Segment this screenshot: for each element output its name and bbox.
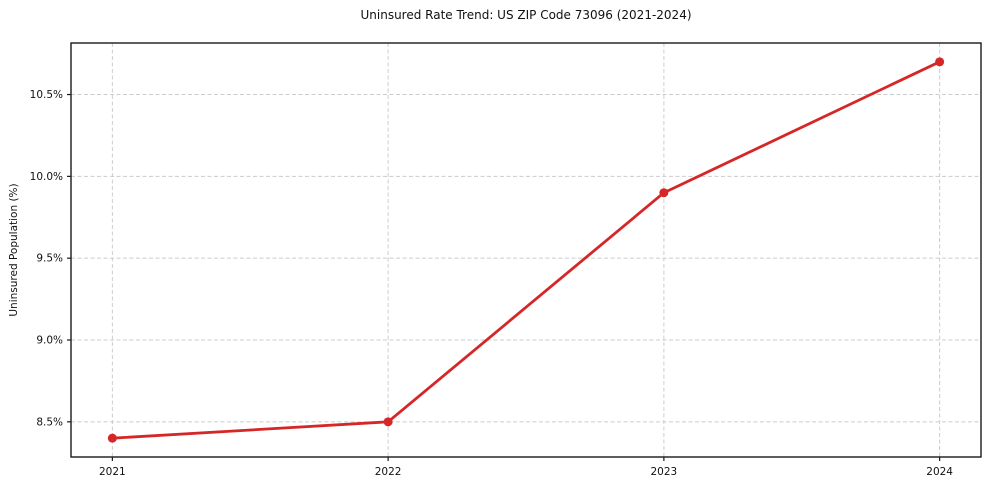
- x-tick-label: 2024: [926, 466, 953, 478]
- y-tick-label: 10.5%: [30, 89, 63, 101]
- x-tick-label: 2022: [375, 466, 402, 478]
- data-point-marker: [659, 188, 669, 198]
- data-point-marker: [383, 417, 393, 427]
- y-axis-title: Uninsured Population (%): [8, 183, 20, 317]
- trend-line: [110, 60, 942, 440]
- plot-border: [70, 42, 982, 458]
- y-tick-label: 8.5%: [36, 416, 63, 428]
- chart-title: Uninsured Rate Trend: US ZIP Code 73096 …: [360, 8, 692, 22]
- x-tick-label: 2021: [99, 466, 126, 478]
- y-tick-label: 10.0%: [30, 171, 63, 183]
- data-point-marker: [935, 57, 945, 67]
- data-point-marker: [107, 433, 117, 443]
- x-tick-label: 2023: [651, 466, 678, 478]
- y-tick-label: 9.0%: [36, 335, 63, 347]
- y-tick-label: 9.5%: [36, 253, 63, 265]
